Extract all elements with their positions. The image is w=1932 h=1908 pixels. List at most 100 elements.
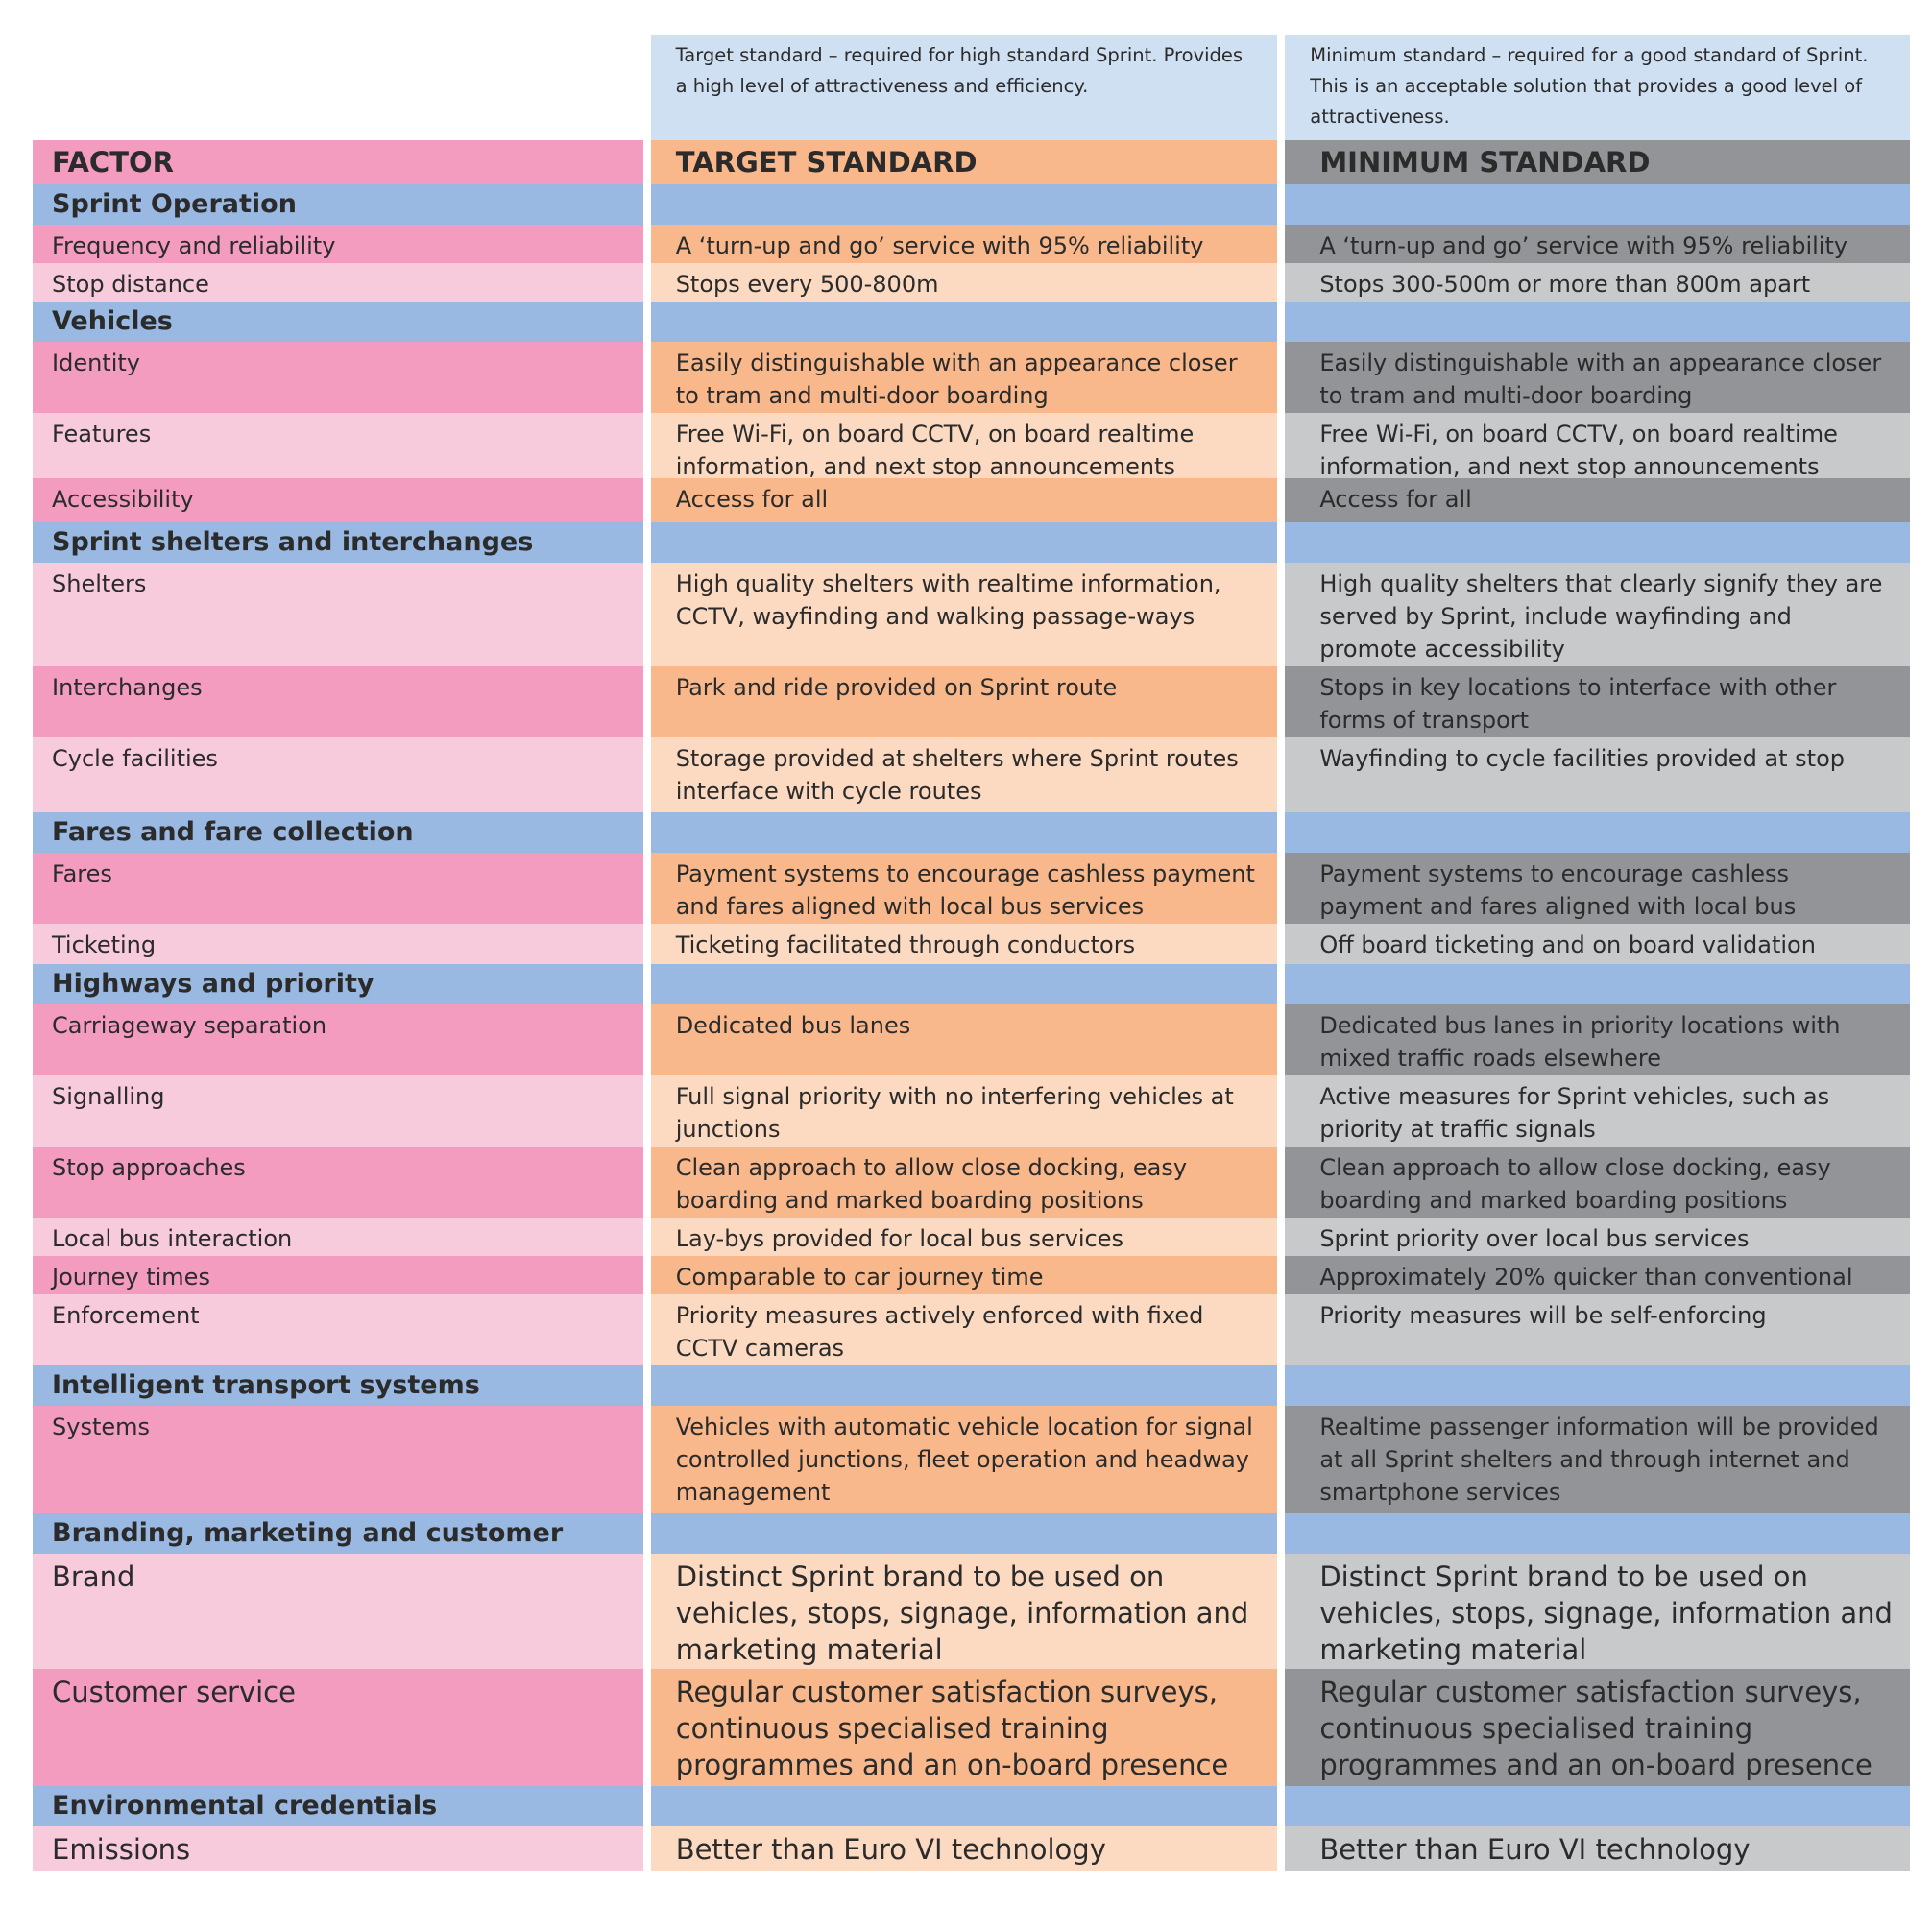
section-filler [650, 522, 1278, 563]
section-title: Branding, marketing and customer service [33, 1513, 643, 1581]
target-standard-cell: Comparable to car journey time [650, 1256, 1278, 1294]
section-filler [1285, 1513, 1910, 1554]
standards-table: FACTOR TARGET STANDARD MINIMUM STANDARD … [33, 140, 1910, 1871]
minimum-standard-column-header: MINIMUM STANDARD [1285, 140, 1910, 184]
target-standard-cell: Ticketing facilitated through conductors [650, 924, 1278, 964]
section-title: Highways and priority [33, 964, 643, 1004]
section-filler [650, 812, 1278, 853]
target-standard-cell: Lay-bys provided for local bus services [650, 1218, 1278, 1256]
table-row: Stop approaches Clean approach to allow c… [33, 1147, 1910, 1218]
target-standard-cell: Vehicles with automatic vehicle location… [650, 1406, 1278, 1513]
target-standard-cell: Full signal priority with no interfering… [650, 1075, 1278, 1147]
target-standard-cell: Clean approach to allow close docking, e… [650, 1147, 1278, 1218]
minimum-standard-cell: Approximately 20% quicker than conventio… [1285, 1256, 1910, 1323]
standards-notes: Target standard – required for high stan… [33, 35, 1910, 140]
factor-cell: Identity [33, 342, 643, 413]
factor-cell: Stop distance [33, 263, 643, 302]
factor-cell: Enforcement [33, 1294, 643, 1365]
section-title: Sprint shelters and interchanges [33, 522, 643, 563]
factor-cell: Fares [33, 853, 643, 924]
section-filler [650, 302, 1278, 342]
section-header-row: Branding, marketing and customer service [33, 1513, 1910, 1581]
target-standard-cell: Park and ride provided on Sprint route [650, 666, 1278, 737]
target-standard-cell: A ‘turn-up and go’ service with 95% reli… [650, 225, 1278, 263]
section-filler [1285, 1786, 1910, 1826]
target-standard-cell: Stops every 500-800m [650, 263, 1278, 302]
target-standard-cell: Storage provided at shelters where Sprin… [650, 737, 1278, 812]
minimum-standard-cell: Easily distinguishable with an appearanc… [1285, 342, 1910, 413]
table-row: Frequency and reliability A ‘turn-up and … [33, 225, 1910, 263]
minimum-standard-cell: Stops 300-500m or more than 800m apart [1285, 263, 1910, 302]
section-header-row: Highways and priority [33, 964, 1910, 1004]
section-header-row: Vehicles [33, 302, 1910, 342]
factor-cell: Local bus interaction [33, 1218, 643, 1256]
section-filler [1285, 812, 1910, 853]
target-standard-cell: Dedicated bus lanes [650, 1004, 1278, 1075]
minimum-standard-cell: Regular customer satisfaction surveys, c… [1285, 1669, 1910, 1786]
section-filler [650, 964, 1278, 1004]
factor-cell: Frequency and reliability [33, 225, 643, 263]
target-standard-column-header: TARGET STANDARD [650, 140, 1278, 184]
factor-cell: Brand [33, 1554, 643, 1669]
minimum-standard-cell: Off board ticketing and on board validat… [1285, 924, 1910, 964]
minimum-standard-cell: Distinct Sprint brand to be used on vehi… [1285, 1554, 1910, 1669]
table-row: Signalling Full signal priority with no i… [33, 1075, 1910, 1147]
table-body: Sprint Operation Frequency and reliabilit… [33, 184, 1910, 1871]
target-standard-cell: Priority measures actively enforced with… [650, 1294, 1278, 1365]
section-header-row: Intelligent transport systems [33, 1365, 1910, 1406]
minimum-standard-cell: A ‘turn-up and go’ service with 95% reli… [1285, 225, 1910, 263]
factor-cell: Emissions [33, 1826, 643, 1871]
minimum-standard-cell: Free Wi-Fi, on board CCTV, on board real… [1285, 413, 1910, 480]
target-standard-cell: Easily distinguishable with an appearanc… [650, 342, 1278, 413]
factor-cell: Features [33, 413, 643, 478]
minimum-standard-cell: Priority measures will be self-enforcing [1285, 1294, 1910, 1365]
factor-cell: Shelters [33, 563, 643, 666]
section-filler [1285, 184, 1910, 225]
table-row: Cycle facilities Storage provided at shel… [33, 737, 1910, 812]
table-row: Fares Payment systems to encourage cashle… [33, 853, 1910, 953]
factor-cell: Stop approaches [33, 1147, 643, 1218]
table-row: Enforcement Priority measures actively en… [33, 1294, 1910, 1365]
section-title: Environmental credentials [33, 1786, 643, 1826]
section-filler [650, 1786, 1278, 1826]
section-header-row: Sprint shelters and interchanges [33, 522, 1910, 563]
minimum-standard-cell: Stops in key locations to interface with… [1285, 666, 1910, 737]
factor-cell: Cycle facilities [33, 737, 643, 812]
target-standard-cell: Regular customer satisfaction surveys, c… [650, 1669, 1278, 1786]
section-header-row: Fares and fare collection [33, 812, 1910, 853]
minimum-standard-cell: Payment systems to encourage cashless pa… [1285, 853, 1910, 953]
factor-column-header: FACTOR [33, 140, 643, 184]
target-standard-cell: Better than Euro VI technology [650, 1826, 1278, 1871]
section-header-row: Environmental credentials [33, 1786, 1910, 1826]
table-row: Journey times Comparable to car journey t… [33, 1256, 1910, 1323]
target-standard-cell: Distinct Sprint brand to be used on vehi… [650, 1554, 1278, 1669]
section-filler [650, 184, 1278, 225]
table-row: Customer service Regular customer satisfa… [33, 1669, 1910, 1786]
table-row: Ticketing Ticketing facilitated through c… [33, 924, 1910, 964]
target-standard-cell: Payment systems to encourage cashless pa… [650, 853, 1278, 924]
target-standard-cell: High quality shelters with realtime info… [650, 563, 1278, 666]
table-row: Features Free Wi-Fi, on board CCTV, on bo… [33, 413, 1910, 480]
table-row: Shelters High quality shelters with realt… [33, 563, 1910, 666]
minimum-standard-cell: Active measures for Sprint vehicles, suc… [1285, 1075, 1910, 1147]
table-row: Stop distance Stops every 500-800m Stops 3… [33, 263, 1910, 302]
section-filler [1285, 964, 1910, 1004]
target-standard-cell: Access for all [650, 478, 1278, 522]
section-title: Fares and fare collection [33, 812, 643, 853]
minimum-standard-cell: Sprint priority over local bus services [1285, 1218, 1910, 1256]
minimum-standard-cell: Better than Euro VI technology [1285, 1826, 1910, 1871]
table-row: Local bus interaction Lay-bys provided fo… [33, 1218, 1910, 1256]
factor-cell: Accessibility [33, 478, 643, 522]
section-filler [1285, 522, 1910, 563]
table-row: Identity Easily distinguishable with an a… [33, 342, 1910, 413]
table-header-row: FACTOR TARGET STANDARD MINIMUM STANDARD [33, 140, 1910, 184]
factor-cell: Signalling [33, 1075, 643, 1147]
minimum-standard-cell: Access for all [1285, 478, 1910, 522]
minimum-standard-cell: Dedicated bus lanes in priority location… [1285, 1004, 1910, 1075]
factor-cell: Ticketing [33, 924, 643, 964]
table-row: Accessibility Access for all Access for al… [33, 478, 1910, 522]
section-filler [1285, 302, 1910, 342]
section-title: Intelligent transport systems [33, 1365, 643, 1406]
minimum-standard-cell: Realtime passenger information will be p… [1285, 1406, 1910, 1513]
table-row: Interchanges Park and ride provided on Sp… [33, 666, 1910, 737]
